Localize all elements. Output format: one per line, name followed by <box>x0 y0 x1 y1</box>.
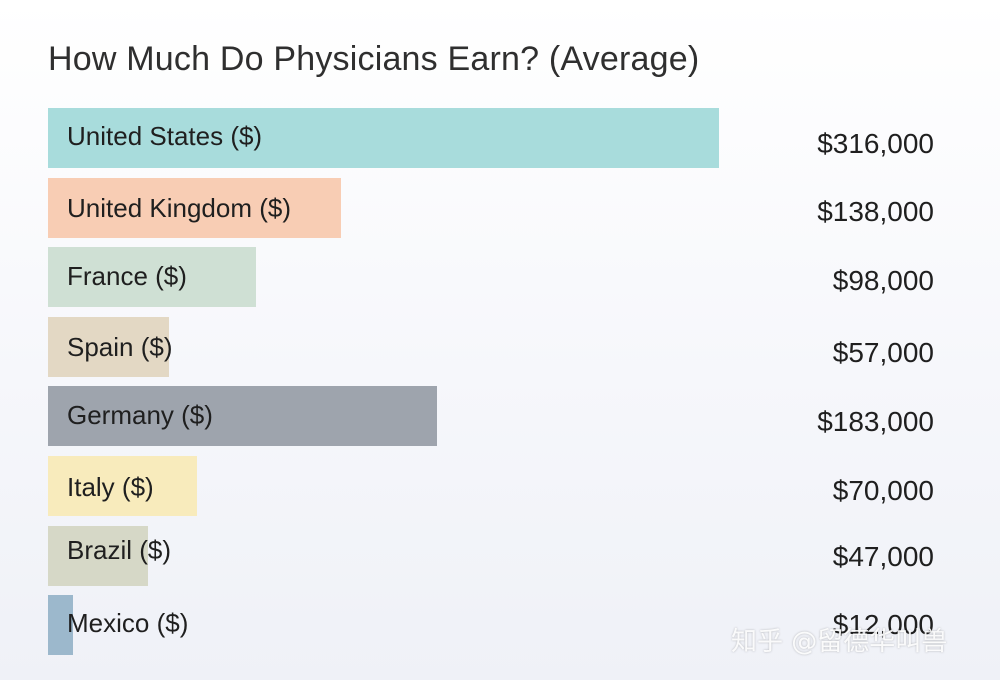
bar-2 <box>48 247 257 308</box>
value-label: $98,000 <box>832 265 934 297</box>
bar-7 <box>48 595 74 656</box>
bar-1 <box>48 177 342 238</box>
category-label: United States ($) <box>67 121 263 151</box>
category-label: Mexico ($) <box>67 608 189 639</box>
bar-5 <box>48 456 197 516</box>
chart-title: How Much Do Physicians Earn? (Average) <box>48 40 700 78</box>
value-label: $316,000 <box>817 128 934 159</box>
category-label: Brazil ($) <box>67 534 172 565</box>
value-label: $70,000 <box>832 475 934 506</box>
value-label: $138,000 <box>817 195 934 227</box>
value-label: $12,000 <box>832 609 934 641</box>
value-label: $47,000 <box>832 540 934 572</box>
bar-3 <box>48 316 170 377</box>
category-label: Germany ($) <box>67 400 213 431</box>
category-label: United Kingdom ($) <box>67 192 291 223</box>
value-label: $183,000 <box>817 406 934 438</box>
value-label: $57,000 <box>832 336 934 368</box>
category-label: Italy ($) <box>67 472 154 502</box>
category-label: France ($) <box>67 261 187 292</box>
bar-6 <box>48 525 148 586</box>
watermark: 知乎 @留德华叫兽 <box>731 627 948 657</box>
bar-0 <box>48 108 719 168</box>
bar-4 <box>48 386 437 447</box>
category-label: Spain ($) <box>67 331 173 362</box>
